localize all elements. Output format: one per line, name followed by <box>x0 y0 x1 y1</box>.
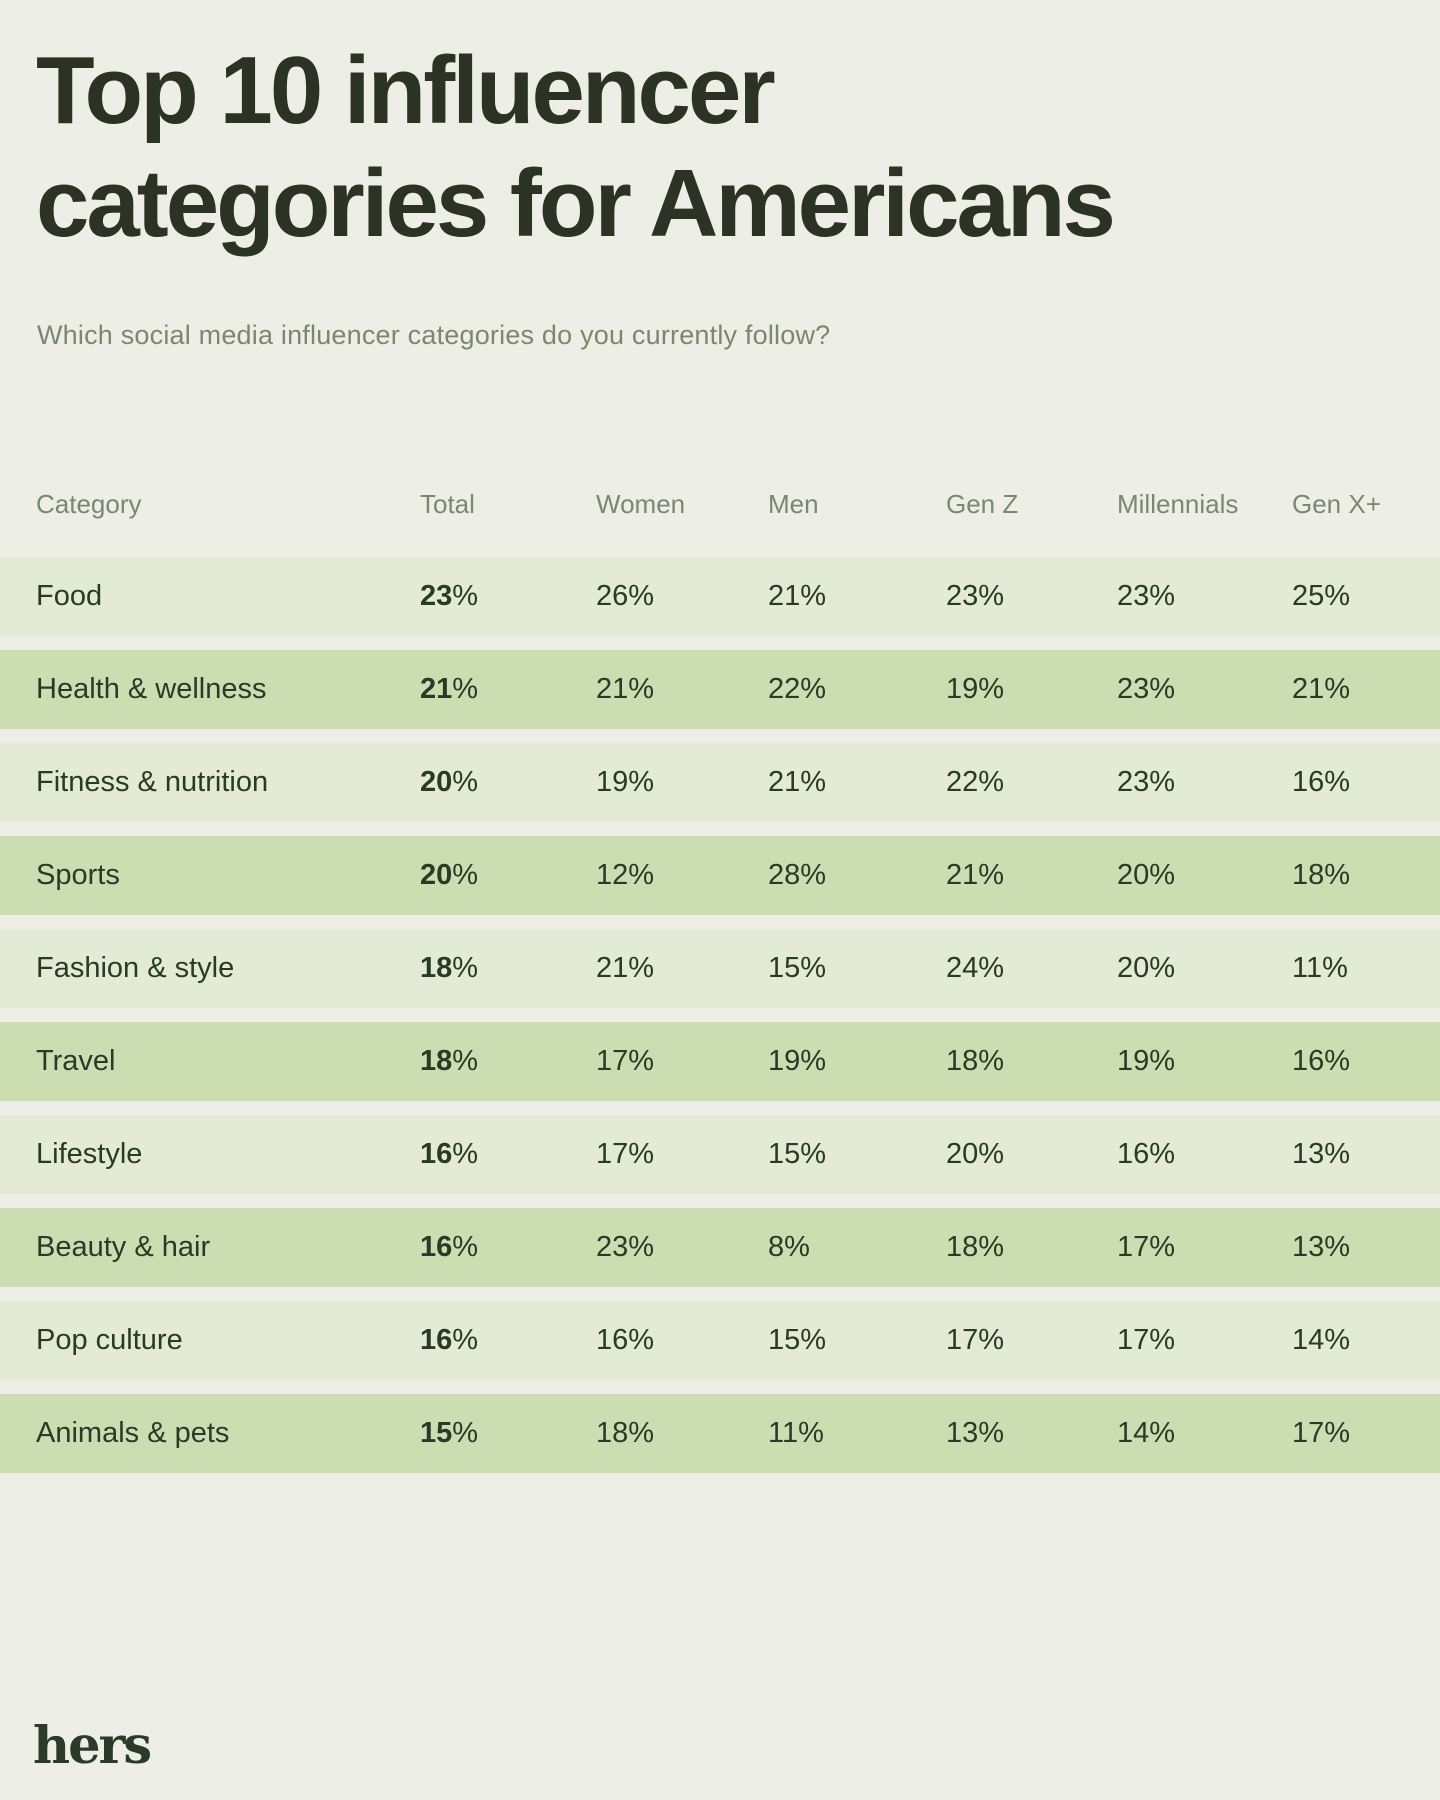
value-cell: 15% <box>768 952 827 984</box>
value-cell: 19% <box>1117 1045 1176 1077</box>
value-cell: 23% <box>596 1231 655 1263</box>
value-cell: 17% <box>596 1138 655 1170</box>
table-row: Fitness & nutrition 20% 19% 21% 22% 23% 16% <box>0 743 1440 822</box>
value-cell: 17% <box>596 1045 655 1077</box>
value-cell: 21% <box>596 952 655 984</box>
category-cell: Lifestyle <box>36 1138 143 1170</box>
table-row: Pop culture 16% 16% 15% 17% 17% 14% <box>0 1301 1440 1380</box>
value-cell: 18% <box>420 1045 479 1077</box>
category-table-body: Food 23% 26% 21% 23% 23% 25% Health & wellness 2… <box>0 557 1440 1487</box>
value-cell: 26% <box>596 580 655 612</box>
value-cell: 16% <box>420 1231 479 1263</box>
value-cell: 22% <box>946 766 1005 798</box>
value-cell: 20% <box>1117 952 1176 984</box>
value-cell: 20% <box>1117 859 1176 891</box>
value-cell: 21% <box>946 859 1005 891</box>
table-row: Food 23% 26% 21% 23% 23% 25% <box>0 557 1440 636</box>
hers-logo: hers <box>33 1716 152 1776</box>
value-cell: 20% <box>420 766 479 798</box>
value-cell: 12% <box>596 859 655 891</box>
value-cell: 18% <box>596 1417 655 1449</box>
value-cell: 17% <box>1117 1231 1176 1263</box>
table-row: Lifestyle 16% 17% 15% 20% 16% 13% <box>0 1115 1440 1194</box>
page-title: Top 10 influencer categories for America… <box>36 34 1116 260</box>
category-cell: Sports <box>36 859 120 891</box>
value-cell: 21% <box>1292 673 1351 705</box>
value-cell: 23% <box>946 580 1005 612</box>
value-cell: 21% <box>768 580 827 612</box>
value-cell: 20% <box>946 1138 1005 1170</box>
value-cell: 11% <box>1292 952 1348 984</box>
value-cell: 21% <box>768 766 827 798</box>
value-cell: 25% <box>1292 580 1351 612</box>
value-cell: 19% <box>946 673 1005 705</box>
table-row: Sports 20% 12% 28% 21% 20% 18% <box>0 836 1440 915</box>
value-cell: 19% <box>596 766 655 798</box>
table-header-row: Category Total Women Men Gen Z Millennia… <box>0 483 1440 525</box>
category-cell: Travel <box>36 1045 116 1077</box>
category-cell: Animals & pets <box>36 1417 230 1449</box>
value-cell: 21% <box>596 673 655 705</box>
page-title-line-1: Top 10 influencer <box>36 37 776 144</box>
value-cell: 23% <box>1117 766 1176 798</box>
column-header-category: Category <box>36 488 142 519</box>
value-cell: 21% <box>420 673 479 705</box>
table-row: Fashion & style 18% 21% 15% 24% 20% 11% <box>0 929 1440 1008</box>
page-subtitle: Which social media influencer categories… <box>37 320 831 350</box>
value-cell: 18% <box>1292 859 1351 891</box>
category-cell: Pop culture <box>36 1324 183 1356</box>
value-cell: 18% <box>420 952 479 984</box>
value-cell: 14% <box>1292 1324 1351 1356</box>
page-title-line-2: categories for Americans <box>36 150 1116 257</box>
value-cell: 15% <box>768 1324 827 1356</box>
value-cell: 16% <box>420 1324 479 1356</box>
value-cell: 17% <box>946 1324 1005 1356</box>
column-header-total: Total <box>420 488 475 519</box>
value-cell: 22% <box>768 673 827 705</box>
value-cell: 24% <box>946 952 1005 984</box>
value-cell: 13% <box>946 1417 1005 1449</box>
value-cell: 14% <box>1117 1417 1176 1449</box>
value-cell: 16% <box>420 1138 479 1170</box>
value-cell: 23% <box>1117 580 1176 612</box>
value-cell: 18% <box>946 1045 1005 1077</box>
value-cell: 19% <box>768 1045 827 1077</box>
value-cell: 15% <box>420 1417 479 1449</box>
value-cell: 8% <box>768 1231 810 1263</box>
category-cell: Health & wellness <box>36 673 267 705</box>
value-cell: 13% <box>1292 1231 1351 1263</box>
value-cell: 16% <box>1117 1138 1176 1170</box>
column-header-women: Women <box>596 488 686 519</box>
value-cell: 28% <box>768 859 827 891</box>
value-cell: 15% <box>768 1138 827 1170</box>
value-cell: 23% <box>1117 673 1176 705</box>
value-cell: 16% <box>596 1324 655 1356</box>
table-row: Travel 18% 17% 19% 18% 19% 16% <box>0 1022 1440 1101</box>
table-row: Beauty & hair 16% 23% 8% 18% 17% 13% <box>0 1208 1440 1287</box>
value-cell: 18% <box>946 1231 1005 1263</box>
value-cell: 17% <box>1117 1324 1176 1356</box>
category-cell: Fashion & style <box>36 952 235 984</box>
column-header-gen-z: Gen Z <box>946 488 1019 519</box>
value-cell: 16% <box>1292 1045 1351 1077</box>
table-row: Health & wellness 21% 21% 22% 19% 23% 21% <box>0 650 1440 729</box>
table-row: Animals & pets 15% 18% 11% 13% 14% 17% <box>0 1394 1440 1473</box>
category-cell: Beauty & hair <box>36 1231 211 1263</box>
value-cell: 13% <box>1292 1138 1351 1170</box>
value-cell: 17% <box>1292 1417 1351 1449</box>
column-header-men: Men <box>768 488 819 519</box>
category-cell: Food <box>36 580 103 612</box>
value-cell: 20% <box>420 859 479 891</box>
column-header-gen-x: Gen X+ <box>1292 488 1381 519</box>
value-cell: 16% <box>1292 766 1351 798</box>
value-cell: 11% <box>768 1417 824 1449</box>
column-header-millennials: Millennials <box>1117 488 1239 519</box>
value-cell: 23% <box>420 580 479 612</box>
category-cell: Fitness & nutrition <box>36 766 269 798</box>
